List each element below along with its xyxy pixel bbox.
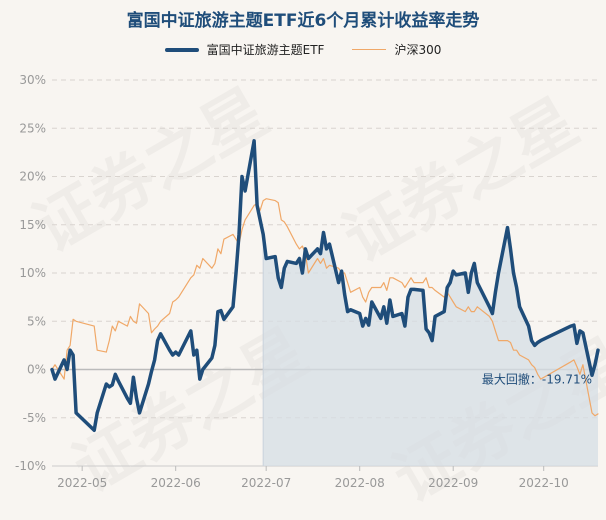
legend-item-index[interactable]: 沪深300	[352, 41, 441, 58]
legend-label-index: 沪深300	[394, 43, 442, 57]
max-drawdown-annotation: 最大回撤：-19.71%	[482, 371, 592, 386]
y-tick-label: 15%	[19, 218, 46, 232]
y-tick-label: 30%	[19, 73, 46, 87]
y-tick-label: 25%	[19, 121, 46, 135]
x-tick-label: 2022-06	[151, 476, 201, 490]
x-tick-label: 2022-07	[241, 476, 291, 490]
legend-label-fund: 富国中证旅游主题ETF	[206, 43, 325, 57]
y-tick-label: 0%	[27, 363, 46, 377]
y-tick-label: 5%	[27, 314, 46, 328]
legend-swatch-fund	[164, 47, 199, 52]
series-line-index	[51, 198, 599, 417]
series-line-fund	[50, 139, 600, 433]
y-tick-label: 10%	[19, 266, 46, 280]
chart-container: 证券之星 证券之星 证券之星 证券之星 富国中证旅游主题ETF近6个月累计收益率…	[0, 11, 606, 490]
chart-legend: 富国中证旅游主题ETF 沪深300	[0, 41, 606, 58]
legend-swatch-index	[352, 48, 387, 51]
x-tick-label: 2022-08	[335, 476, 385, 490]
line-chart: -10% -5% 0% 5% 10% 15% 20% 25% 30% 2022-05 2022-06…	[15, 73, 600, 490]
y-tick-label: -5%	[23, 411, 46, 425]
drawdown-area	[263, 227, 598, 466]
y-tick-label: -10%	[15, 459, 46, 473]
x-tick-label: 2022-10	[519, 476, 569, 490]
x-tick-label: 2022-09	[428, 476, 478, 490]
legend-item-fund[interactable]: 富国中证旅游主题ETF	[164, 41, 325, 58]
x-tick-label: 2022-05	[57, 476, 107, 490]
y-tick-label: 20%	[19, 170, 46, 184]
chart-title: 富国中证旅游主题ETF近6个月累计收益率走势	[126, 11, 480, 31]
